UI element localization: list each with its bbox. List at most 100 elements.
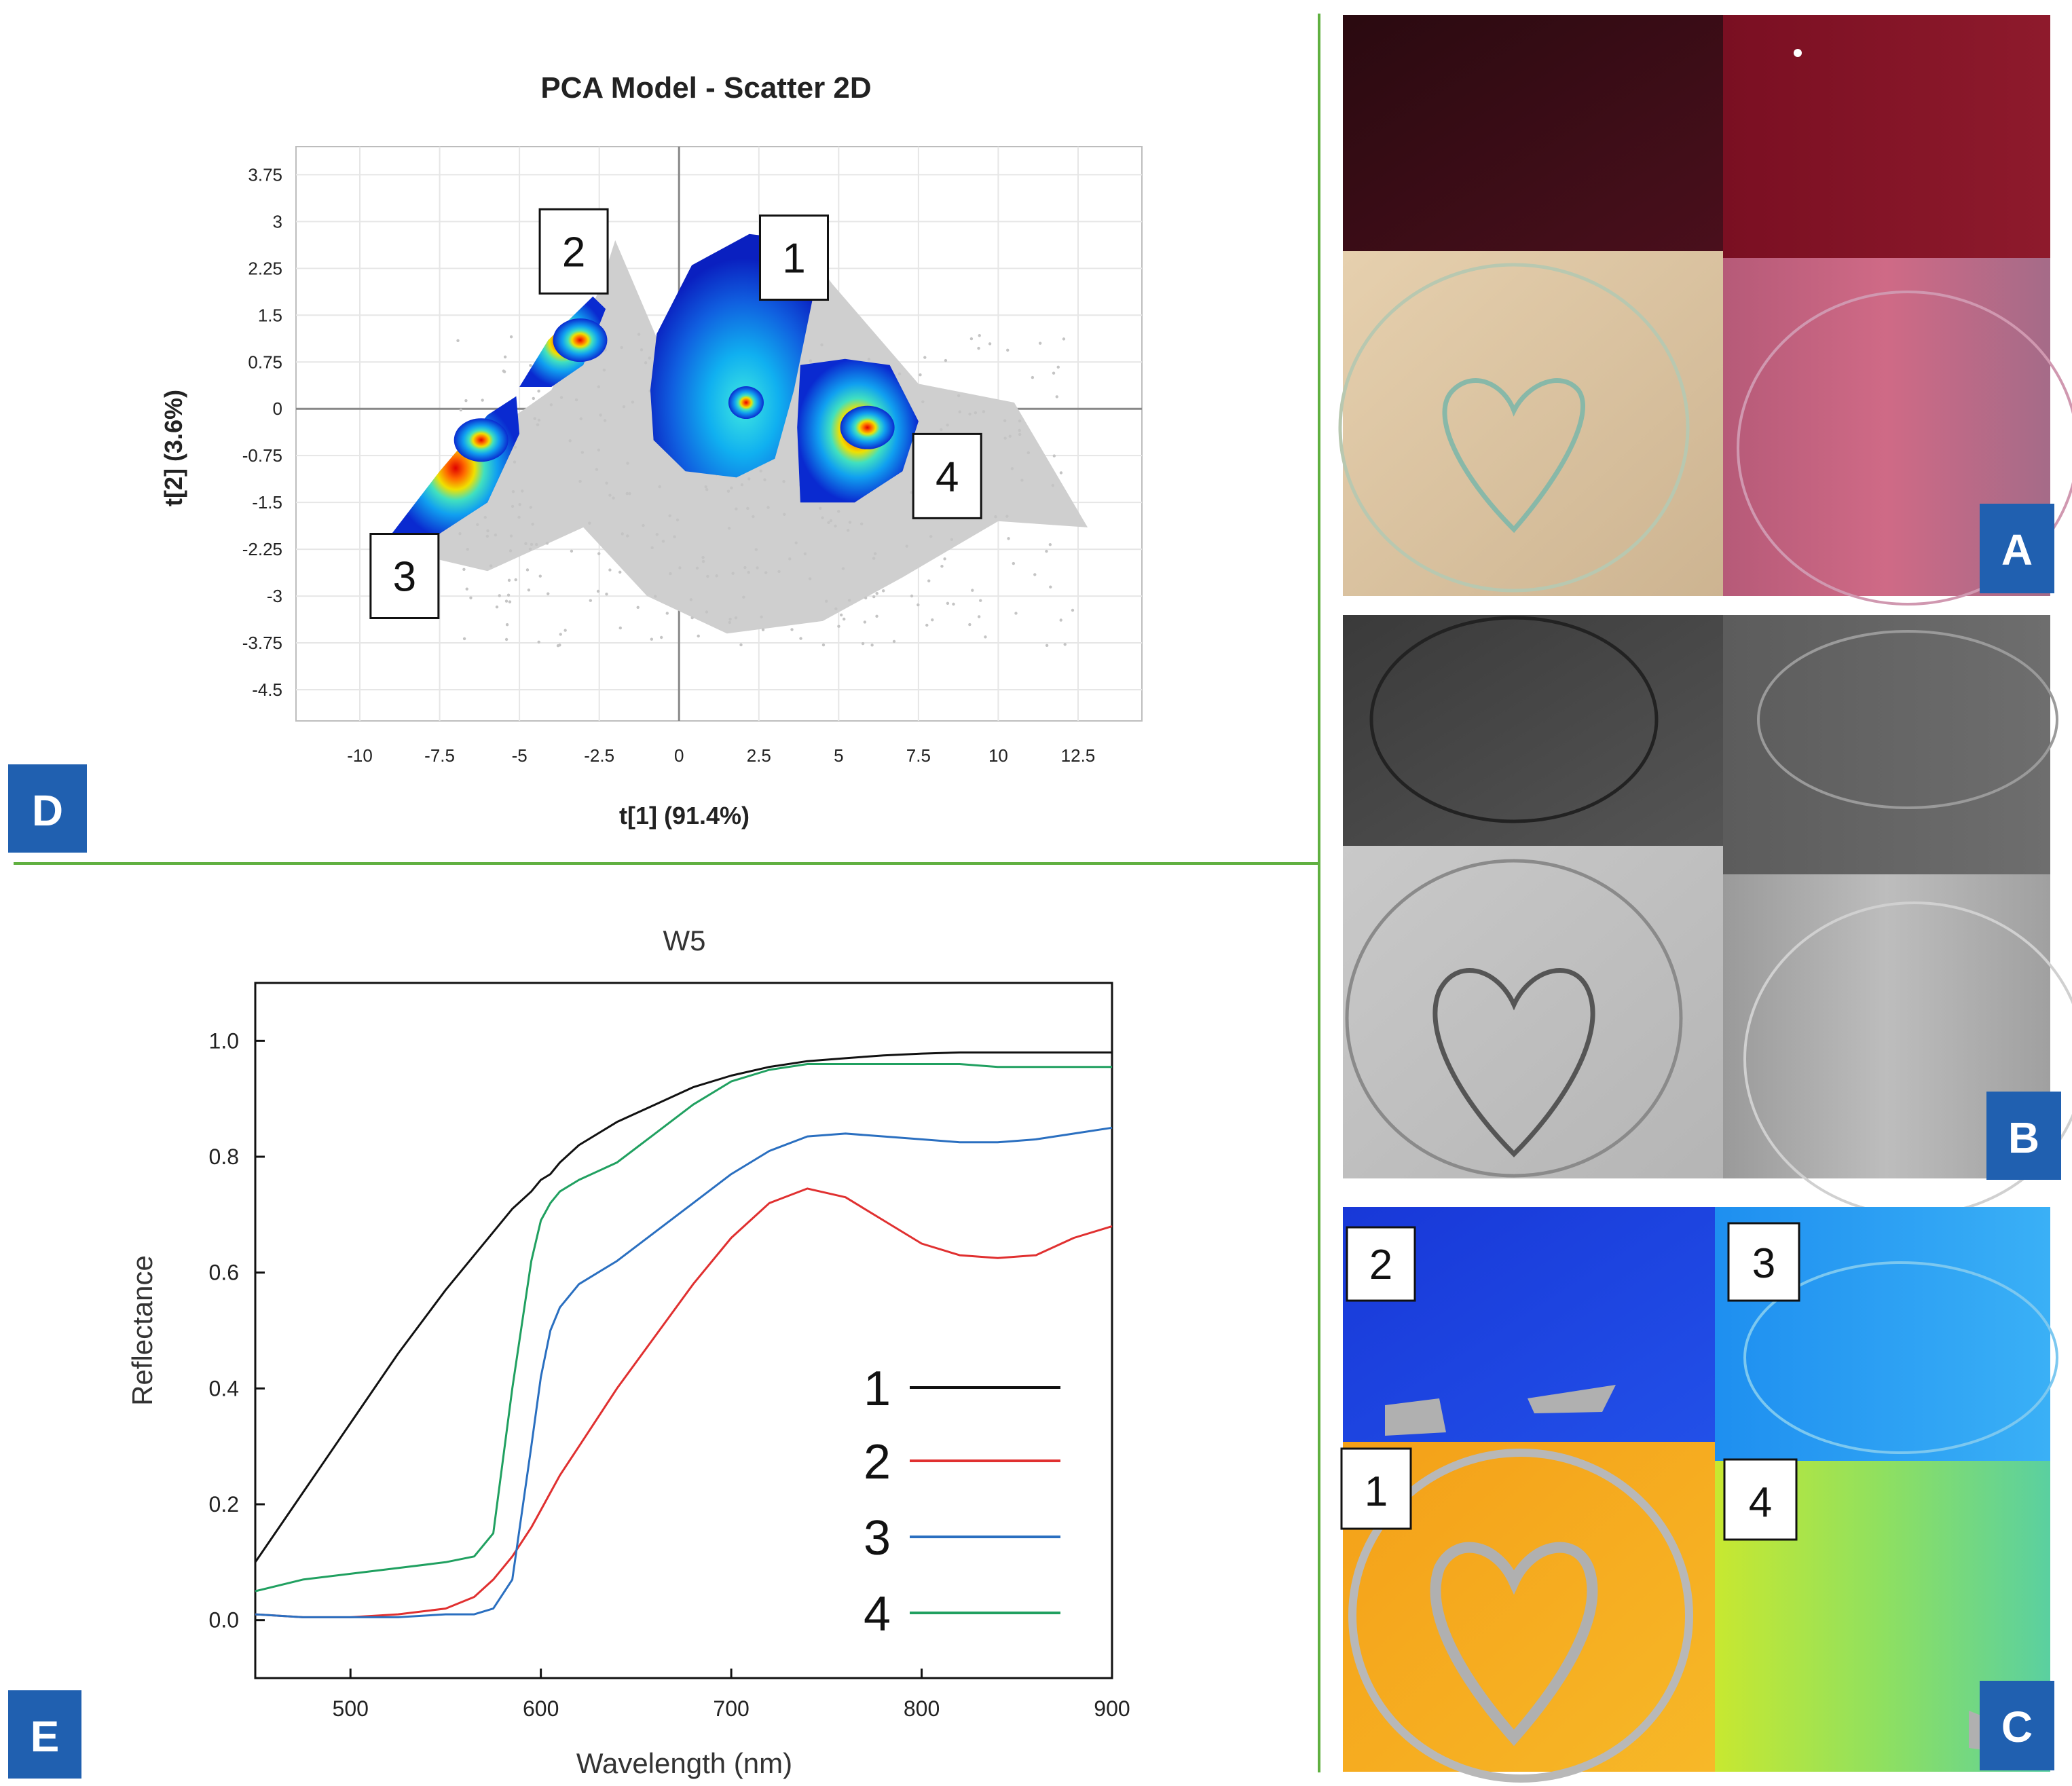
chart-d-point bbox=[545, 542, 549, 545]
chart-d-point bbox=[761, 628, 765, 631]
chart-d-cluster-labels: 1 2 3 4 bbox=[369, 208, 982, 619]
chart-d-point bbox=[782, 480, 785, 483]
chart-d-point bbox=[734, 616, 738, 620]
chart-d-point bbox=[626, 462, 629, 465]
chart-d-point-clouds bbox=[392, 227, 1088, 648]
chart-d-point bbox=[509, 534, 513, 538]
chart-d-point bbox=[1026, 451, 1031, 455]
panel-e: W5 500 600 700 800 900 0.0 0.2 0.4 0.6 0.8 1.0 1 2… bbox=[8, 925, 1130, 1779]
chart-d-point bbox=[1003, 419, 1007, 422]
chart-d-point bbox=[506, 593, 511, 597]
chart-d-point bbox=[579, 417, 582, 421]
chart-d-point bbox=[756, 566, 759, 570]
chart-e-xlabel: Wavelength (nm) bbox=[576, 1747, 792, 1779]
chart-d-point bbox=[731, 572, 735, 575]
chart-d-point bbox=[728, 620, 731, 625]
chart-d-xtick-label: 7.5 bbox=[906, 745, 931, 766]
chart-d-point bbox=[673, 535, 676, 538]
chart-d-point bbox=[532, 396, 535, 401]
chart-d-point bbox=[946, 424, 949, 427]
chart-d-point bbox=[605, 481, 608, 485]
chart-d-point bbox=[728, 617, 732, 621]
chart-d-point bbox=[809, 359, 813, 362]
chart-d-point bbox=[1048, 543, 1052, 546]
chart-d-point bbox=[994, 515, 997, 519]
panel-label-a: A bbox=[1980, 504, 2054, 593]
chart-d-point bbox=[1003, 436, 1007, 440]
chart-d-point bbox=[602, 368, 606, 372]
chart-d-point bbox=[759, 469, 762, 473]
chart-d-point bbox=[524, 542, 528, 545]
chart-d-point bbox=[943, 557, 946, 561]
chart-d-point bbox=[1055, 395, 1058, 398]
chart-d-point bbox=[658, 485, 661, 489]
chart-d-point bbox=[777, 570, 781, 574]
panel-label-c: C bbox=[1980, 1681, 2054, 1770]
chart-d-point bbox=[513, 445, 517, 449]
panel-label-b-text: B bbox=[2008, 1113, 2039, 1162]
chart-d-title: PCA Model - Scatter 2D bbox=[540, 71, 871, 105]
chart-d-point bbox=[514, 578, 517, 582]
chart-d-point bbox=[979, 599, 982, 602]
chart-d-xtick-label: 10 bbox=[988, 745, 1008, 766]
chart-d-point bbox=[637, 333, 641, 336]
chart-d-point bbox=[531, 523, 534, 526]
chart-d-point bbox=[870, 644, 874, 647]
chart-d-point bbox=[821, 643, 826, 647]
chart-d-point bbox=[846, 529, 850, 532]
chart-d-cluster-1-center bbox=[728, 386, 764, 420]
chart-d-ytick-label: -3 bbox=[267, 586, 282, 606]
chart-d-x-ticks: -10 -7.5 -5 -2.5 0 2.5 5 7.5 10 12.5 bbox=[347, 745, 1095, 766]
chart-d-point bbox=[660, 635, 663, 639]
chart-e-legend-item-3: 3 bbox=[864, 1511, 1060, 1565]
chart-e-legend-item-4: 4 bbox=[864, 1587, 1060, 1641]
chart-d-point bbox=[589, 599, 593, 602]
chart-d-point bbox=[622, 405, 626, 409]
chart-e-series-1 bbox=[254, 1051, 1112, 1563]
chart-d-point bbox=[620, 346, 623, 350]
chart-d-cluster-label-2: 2 bbox=[538, 208, 609, 295]
chart-e-lines bbox=[254, 1051, 1113, 1618]
chart-d-point bbox=[563, 629, 567, 632]
chart-d-point bbox=[820, 343, 824, 347]
chart-d-point bbox=[535, 542, 538, 546]
chart-d-point bbox=[608, 494, 612, 497]
chart-d-point bbox=[825, 599, 828, 603]
chart-d-point bbox=[469, 596, 473, 599]
chart-d-point bbox=[848, 521, 852, 524]
chart-d-xlabel: t[1] (91.4%) bbox=[619, 802, 750, 830]
chart-d-ytick-label: 3 bbox=[273, 211, 282, 231]
panel-label-b: B bbox=[1986, 1092, 2061, 1180]
chart-d-point bbox=[528, 547, 532, 551]
chart-d-point bbox=[603, 419, 607, 422]
chart-d-point bbox=[931, 618, 934, 622]
chart-d-point bbox=[969, 337, 974, 341]
chart-d-point bbox=[829, 519, 833, 523]
chart-d-point bbox=[1045, 549, 1048, 553]
chart-d-point bbox=[839, 613, 843, 617]
chart-d-point bbox=[642, 523, 645, 527]
photo-c: 2 3 1 4 C bbox=[1340, 1207, 2058, 1783]
chart-d-point bbox=[695, 566, 699, 570]
panel-label-d-text: D bbox=[32, 786, 63, 835]
svg-text:3: 3 bbox=[393, 554, 416, 601]
chart-d-point bbox=[1006, 348, 1010, 352]
chart-d-cluster-3-center bbox=[454, 418, 508, 462]
chart-d-point bbox=[595, 468, 599, 471]
chart-d-point bbox=[690, 616, 694, 620]
chart-d-point bbox=[507, 578, 511, 582]
chart-d-ytick-label: 3.75 bbox=[248, 164, 282, 185]
chart-d-point bbox=[661, 540, 665, 543]
chart-d-xtick-label: -5 bbox=[512, 745, 528, 766]
chart-d-point bbox=[950, 538, 954, 541]
chart-d-point bbox=[834, 607, 838, 611]
photo-c-label-1: 1 bbox=[1340, 1447, 1412, 1530]
chart-d-point bbox=[533, 417, 536, 420]
chart-d-ytick-label: 0.75 bbox=[248, 352, 282, 372]
chart-d-point bbox=[636, 606, 640, 610]
chart-d-point bbox=[537, 418, 541, 422]
chart-d-point bbox=[705, 487, 709, 491]
chart-d-point bbox=[625, 491, 629, 496]
chart-e-ytick-label: 0.6 bbox=[209, 1261, 239, 1285]
chart-d-point bbox=[743, 565, 747, 570]
